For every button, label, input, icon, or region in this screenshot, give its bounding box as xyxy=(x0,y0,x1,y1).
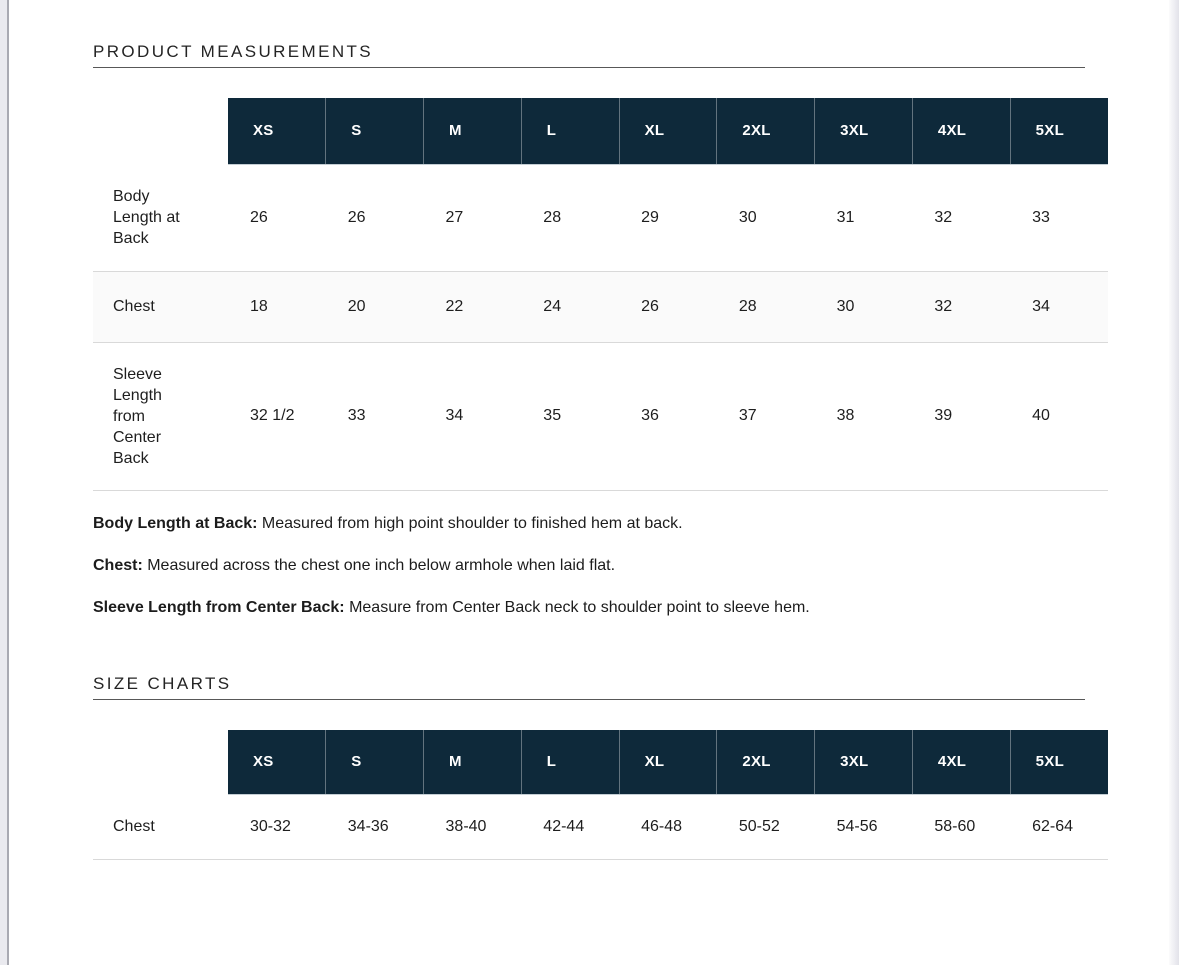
measurement-cell: 46-48 xyxy=(641,818,682,835)
product-measurements-table: XS S M L XL 2XL 3XL 4XL 5XL Body Length at Back 26… xyxy=(93,98,1108,491)
measurement-cell: 34-36 xyxy=(347,818,389,835)
measurement-cell: 50-52 xyxy=(738,818,780,835)
size-column-header: 5XL xyxy=(1009,98,1108,165)
page-right-edge xyxy=(1169,0,1179,965)
measurement-cell: 62-64 xyxy=(1032,818,1074,835)
measurement-cell: 30-32 xyxy=(250,818,291,835)
measurement-cell: 35 xyxy=(543,407,562,424)
size-column-header: S xyxy=(325,729,424,795)
size-column-header: M xyxy=(423,98,522,165)
page-left-border xyxy=(7,0,9,965)
size-column-header: 2XL xyxy=(716,729,815,795)
size-charts-title: SIZE CHARTS xyxy=(93,673,232,693)
measurement-cell: 29 xyxy=(641,208,659,226)
measurement-cell: 33 xyxy=(347,407,366,424)
measurement-cell: 42-44 xyxy=(543,818,585,835)
measurement-cell: 28 xyxy=(738,297,757,315)
measurement-cell: 27 xyxy=(445,208,464,226)
definition-term: Sleeve Length from Center Back: xyxy=(93,598,345,616)
table-row: Sleeve Length from Center Back 32 1/2 33 34… xyxy=(93,342,1108,490)
measurement-cell: 58-60 xyxy=(934,818,976,835)
content-area: PRODUCT MEASUREMENTS XS S M L XL 2XL 3XL 4XL 5XL… xyxy=(93,0,1108,860)
row-label: Body Length at Back xyxy=(113,187,180,247)
measurement-cell: 34 xyxy=(445,407,464,424)
size-column-header: 3XL xyxy=(814,98,913,165)
definition-body-length: Body Length at Back: Measured from high … xyxy=(93,514,1108,533)
page-left-edge xyxy=(0,0,7,965)
definition-text: Measured from high point shoulder to fin… xyxy=(257,514,683,532)
size-column-header: 3XL xyxy=(814,729,913,795)
definition-sleeve-length: Sleeve Length from Center Back: Measure … xyxy=(93,598,1108,617)
measurement-cell: 34 xyxy=(1032,297,1050,315)
measurement-cell: 32 xyxy=(934,208,953,226)
measurement-cell: 54-56 xyxy=(836,818,878,835)
size-column-header: M xyxy=(423,729,522,795)
measurement-cell: 30 xyxy=(738,208,757,226)
size-column-header: 5XL xyxy=(1009,729,1108,795)
measurement-cell: 38-40 xyxy=(445,818,487,835)
measurement-cell: 20 xyxy=(347,297,366,315)
measurement-cell: 18 xyxy=(250,297,268,315)
header-spacer xyxy=(93,730,228,795)
measurement-cell: 38 xyxy=(836,407,855,424)
size-column-header: XS xyxy=(228,98,326,165)
product-measurements-heading-block: PRODUCT MEASUREMENTS xyxy=(93,42,1085,68)
size-column-header: L xyxy=(520,729,620,795)
measurement-cell: 36 xyxy=(641,407,659,424)
definition-chest: Chest: Measured across the chest one inc… xyxy=(93,556,1108,575)
row-label: Sleeve Length from Center Back xyxy=(113,365,162,467)
definition-term: Chest: xyxy=(93,556,143,574)
size-charts-heading-block: SIZE CHARTS xyxy=(93,674,1085,700)
size-column-header: XS xyxy=(228,729,326,795)
measurement-cell: 28 xyxy=(543,208,562,226)
size-column-header: S xyxy=(325,98,424,165)
size-column-header: XL xyxy=(618,98,717,165)
size-column-header: L xyxy=(520,98,620,165)
size-column-header: 2XL xyxy=(716,98,815,165)
measurement-cell: 26 xyxy=(347,208,366,226)
measurement-cell: 32 1/2 xyxy=(250,407,295,424)
definition-text: Measure from Center Back neck to shoulde… xyxy=(344,598,810,616)
measurement-cell: 26 xyxy=(250,208,268,226)
table-row: Body Length at Back 26 26 27 28 29 30 31 32 33 xyxy=(93,164,1108,271)
row-label: Chest xyxy=(113,818,155,836)
measurement-cell: 40 xyxy=(1032,407,1050,424)
size-column-header: 4XL xyxy=(911,98,1011,165)
size-column-header: 4XL xyxy=(911,729,1011,795)
size-charts-table: XS S M L XL 2XL 3XL 4XL 5XL Chest 30-32 34-36 38-40 4… xyxy=(93,729,1108,860)
header-spacer xyxy=(93,98,228,164)
measurement-cell: 39 xyxy=(934,407,953,424)
measurement-cell: 26 xyxy=(641,297,659,315)
measurement-cell: 33 xyxy=(1032,208,1050,226)
product-measurements-title: PRODUCT MEASUREMENTS xyxy=(93,42,374,61)
measurement-cell: 24 xyxy=(543,297,562,315)
measurement-definitions: Body Length at Back: Measured from high … xyxy=(93,514,1108,617)
measurement-cell: 37 xyxy=(738,407,757,424)
measurement-cell: 31 xyxy=(836,208,855,226)
measurement-cell: 32 xyxy=(934,297,953,315)
definition-term: Body Length at Back: xyxy=(93,514,258,532)
size-column-header: XL xyxy=(618,729,717,795)
row-label: Chest xyxy=(113,298,155,315)
measurement-cell: 30 xyxy=(836,297,855,315)
table-row: Chest 18 20 22 24 26 28 30 32 34 xyxy=(93,271,1108,342)
table-row: Chest 30-32 34-36 38-40 42-44 46-48 50-52 54-56… xyxy=(93,795,1108,860)
measurement-cell: 22 xyxy=(445,297,464,315)
definition-text: Measured across the chest one inch below… xyxy=(142,556,616,574)
